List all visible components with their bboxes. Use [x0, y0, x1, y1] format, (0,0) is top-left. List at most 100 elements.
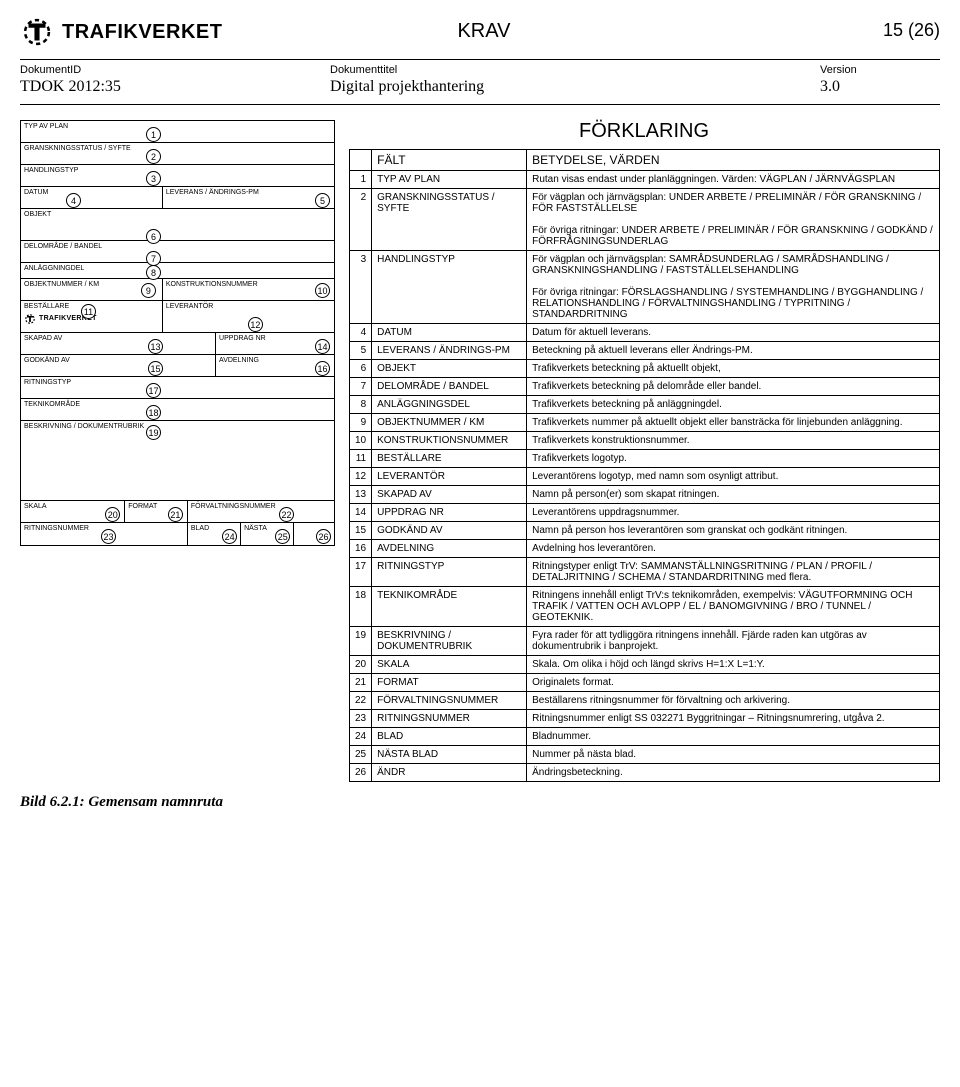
table-row: 12LEVERANTÖRLeverantörens logotyp, med n…	[350, 468, 940, 486]
form-label: TEKNIKOMRÅDE	[24, 401, 80, 408]
row-number: 23	[350, 710, 372, 728]
field-badge-19: 19	[146, 425, 161, 440]
table-row: 8ANLÄGGNINGSDELTrafikverkets beteckning …	[350, 396, 940, 414]
field-badge-24: 24	[222, 529, 237, 544]
field-badge-9: 9	[141, 283, 156, 298]
table-header-meaning: BETYDELSE, VÄRDEN	[527, 150, 940, 171]
form-label: OBJEKT	[24, 211, 51, 218]
title-block-form: TYP AV PLAN 1 GRANSKNINGSSTATUS / SYFTE …	[20, 120, 335, 546]
row-text: Namn på person(er) som skapat ritningen.	[527, 486, 940, 504]
row-number: 13	[350, 486, 372, 504]
form-label: LEVERANTÖR	[166, 303, 213, 310]
row-field: GODKÄND AV	[372, 522, 527, 540]
row-field: BESTÄLLARE	[372, 450, 527, 468]
row-number: 8	[350, 396, 372, 414]
row-field: BESKRIVNING / DOKUMENTRUBRIK	[372, 627, 527, 656]
row-field: ÄNDR	[372, 764, 527, 782]
row-text: Ritningsnummer enligt SS 032271 Byggritn…	[527, 710, 940, 728]
row-field: GRANSKNINGSSTATUS / SYFTE	[372, 189, 527, 251]
trafikverket-icon	[20, 15, 54, 49]
field-badge-20: 20	[105, 507, 120, 522]
table-row: 11BESTÄLLARETrafikverkets logotyp.	[350, 450, 940, 468]
row-number: 19	[350, 627, 372, 656]
table-row: 13SKAPAD AVNamn på person(er) som skapat…	[350, 486, 940, 504]
org-logo: TRAFIKVERKET	[20, 15, 222, 49]
row-number: 4	[350, 324, 372, 342]
row-field: SKALA	[372, 656, 527, 674]
row-text: Skala. Om olika i höjd och längd skrivs …	[527, 656, 940, 674]
row-field: OBJEKTNUMMER / KM	[372, 414, 527, 432]
field-badge-15: 15	[148, 361, 163, 376]
form-label: AVDELNING	[219, 357, 259, 364]
field-badge-10: 10	[315, 283, 330, 298]
doc-version-value: 3.0	[820, 78, 940, 96]
form-label: SKAPAD AV	[24, 335, 62, 342]
row-number: 11	[350, 450, 372, 468]
row-field: KONSTRUKTIONSNUMMER	[372, 432, 527, 450]
row-field: TEKNIKOMRÅDE	[372, 587, 527, 627]
form-label: BLAD	[191, 525, 209, 532]
field-badge-1: 1	[146, 127, 161, 142]
form-label: RITNINGSNUMMER	[24, 525, 89, 532]
page-indicator: 15 (26)	[883, 20, 940, 41]
row-number: 17	[350, 558, 372, 587]
row-text: Trafikverkets beteckning på delområde el…	[527, 378, 940, 396]
form-label: ANLÄGGNINGDEL	[24, 265, 84, 272]
form-label: KONSTRUKTIONSNUMMER	[166, 281, 258, 288]
table-row: 5LEVERANS / ÄNDRINGS-PMBeteckning på akt…	[350, 342, 940, 360]
row-text: Fyra rader för att tydliggöra ritningens…	[527, 627, 940, 656]
explanation-table: FÄLT BETYDELSE, VÄRDEN 1TYP AV PLANRutan…	[349, 149, 940, 782]
row-number: 2	[350, 189, 372, 251]
table-row: 21FORMATOriginalets format.	[350, 674, 940, 692]
form-label: RITNINGSTYP	[24, 379, 71, 386]
row-field: RITNINGSTYP	[372, 558, 527, 587]
explanation-panel: FÖRKLARING FÄLT BETYDELSE, VÄRDEN 1TYP A…	[349, 120, 940, 782]
row-number: 25	[350, 746, 372, 764]
doc-title-value: Digital projekthantering	[330, 78, 820, 96]
table-row: 1TYP AV PLANRutan visas endast under pla…	[350, 171, 940, 189]
form-label: NÄSTA	[244, 525, 267, 532]
row-number: 16	[350, 540, 372, 558]
row-field: AVDELNING	[372, 540, 527, 558]
row-text: Trafikverkets nummer på aktuellt objekt …	[527, 414, 940, 432]
form-label: GRANSKNINGSSTATUS / SYFTE	[24, 145, 131, 152]
table-row: 9OBJEKTNUMMER / KMTrafikverkets nummer p…	[350, 414, 940, 432]
row-text: Ritningstyper enligt TrV: SAMMANSTÄLLNIN…	[527, 558, 940, 587]
row-number: 6	[350, 360, 372, 378]
field-badge-12: 12	[248, 317, 263, 332]
doc-title-label: Dokumenttitel	[330, 64, 820, 76]
table-row: 20SKALASkala. Om olika i höjd och längd …	[350, 656, 940, 674]
row-text: Trafikverkets beteckning på aktuellt obj…	[527, 360, 940, 378]
row-text: Leverantörens uppdragsnummer.	[527, 504, 940, 522]
table-row: 24BLADBladnummer.	[350, 728, 940, 746]
row-number: 1	[350, 171, 372, 189]
row-number: 10	[350, 432, 372, 450]
field-badge-14: 14	[315, 339, 330, 354]
form-label: DATUM	[24, 189, 48, 196]
row-field: NÄSTA BLAD	[372, 746, 527, 764]
form-label: BESTÄLLARE	[24, 303, 69, 310]
form-label: OBJEKTNUMMER / KM	[24, 281, 99, 288]
field-badge-5: 5	[315, 193, 330, 208]
row-text: Leverantörens logotyp, med namn som osyn…	[527, 468, 940, 486]
field-badge-3: 3	[146, 171, 161, 186]
table-row: 18TEKNIKOMRÅDERitningens innehåll enligt…	[350, 587, 940, 627]
row-number: 18	[350, 587, 372, 627]
row-number: 9	[350, 414, 372, 432]
form-label: SKALA	[24, 503, 47, 510]
row-number: 24	[350, 728, 372, 746]
row-field: FÖRVALTNINGSNUMMER	[372, 692, 527, 710]
row-number: 3	[350, 251, 372, 324]
row-number: 26	[350, 764, 372, 782]
field-badge-16: 16	[315, 361, 330, 376]
field-badge-4: 4	[66, 193, 81, 208]
row-number: 7	[350, 378, 372, 396]
row-field: LEVERANTÖR	[372, 468, 527, 486]
page-header: TRAFIKVERKET KRAV 15 (26)	[20, 15, 940, 49]
row-number: 20	[350, 656, 372, 674]
field-badge-2: 2	[146, 149, 161, 164]
table-row: 26ÄNDRÄndringsbeteckning.	[350, 764, 940, 782]
table-row: 14UPPDRAG NRLeverantörens uppdragsnummer…	[350, 504, 940, 522]
doc-id-value: TDOK 2012:35	[20, 78, 330, 96]
row-number: 14	[350, 504, 372, 522]
